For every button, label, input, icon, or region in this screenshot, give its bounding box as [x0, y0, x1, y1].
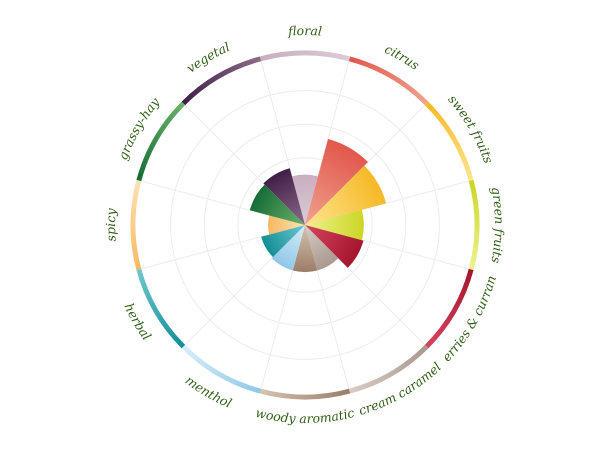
label-text-woody-aromatic: woody aromatic [254, 405, 356, 426]
petal-grassy-hay [249, 184, 305, 225]
label-text-herbal: herbal [121, 301, 154, 343]
band-spicy [130, 179, 142, 271]
band-cream-caramel [348, 344, 429, 394]
petal-layer [249, 138, 387, 273]
band-herbal [136, 268, 186, 349]
band-sweet-fruits [424, 101, 474, 182]
band-green-fruits [468, 179, 480, 271]
petal-green-fruits [305, 209, 364, 241]
band-woody-aromatic [259, 388, 351, 400]
band-menthol [181, 344, 262, 394]
label-sweet-fruits: sweet fruits [445, 92, 496, 166]
label-text-sweet-fruits: sweet fruits [445, 92, 496, 166]
petal-herbal [261, 225, 305, 258]
band-berries-currant [424, 268, 474, 349]
label-green-fruits: green fruits [488, 186, 507, 265]
label-citrus: citrus [382, 41, 422, 73]
petal-sweet-fruits [305, 165, 387, 225]
petal-spicy [268, 215, 305, 235]
label-woody-aromatic: woody aromatic [254, 405, 356, 426]
band-grassy-hay [136, 101, 186, 182]
petal-menthol [271, 225, 305, 271]
label-floral: floral [287, 23, 323, 39]
grid-spoke [304, 61, 350, 226]
band-vegetal [181, 56, 262, 106]
label-text-floral: floral [287, 23, 323, 39]
petal-citrus [305, 138, 368, 225]
label-spicy: spicy [103, 207, 119, 242]
label-herbal: herbal [121, 301, 154, 343]
label-grassy-hay: grassy-hay [115, 94, 163, 162]
label-text-citrus: citrus [382, 41, 422, 73]
outer-band-layer [130, 50, 480, 400]
petal-cream-caramel [305, 225, 339, 271]
grid-spoke [184, 104, 306, 226]
band-floral [259, 50, 351, 62]
petal-vegetal [263, 168, 305, 225]
band-citrus [348, 56, 429, 106]
grid-ring [170, 90, 440, 360]
grid-ring [203, 123, 407, 327]
label-text-spicy: spicy [103, 207, 119, 242]
petal-berries-currant [305, 225, 364, 268]
label-text-green-fruits: green fruits [488, 186, 507, 265]
label-text-grassy-hay: grassy-hay [115, 94, 163, 162]
grid-ring [237, 157, 373, 293]
petal-floral [291, 174, 319, 225]
petal-woody-aromatic [292, 225, 318, 273]
